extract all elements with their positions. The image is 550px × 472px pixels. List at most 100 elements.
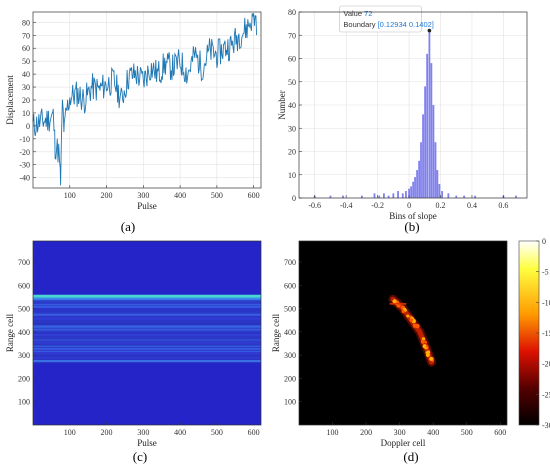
bar — [392, 193, 395, 198]
heatmap-texture — [33, 347, 261, 350]
x-axis-label: Pulse — [137, 438, 157, 448]
bar — [436, 170, 439, 198]
x-tick-label: 600 — [494, 428, 506, 437]
heatmap-texture — [33, 301, 261, 303]
streak-speckle — [410, 319, 413, 322]
bar — [342, 195, 344, 198]
x-tick-label: 300 — [137, 191, 149, 200]
y-tick-label: -30 — [19, 161, 30, 170]
panel-caption: (a) — [121, 219, 135, 234]
y-axis-label: Range cell — [5, 313, 15, 352]
plot-frame — [298, 240, 508, 426]
y-tick-label: 80 — [22, 18, 30, 27]
plot-frame — [32, 240, 262, 426]
x-axis-label: Bins of slope — [389, 211, 437, 221]
bar — [401, 193, 404, 198]
y-tick-label: 60 — [22, 44, 30, 53]
colorbar-tick-label: -20 — [542, 360, 550, 369]
bar — [474, 195, 477, 198]
heatmap-texture — [33, 305, 261, 308]
heatmap-texture — [33, 330, 261, 332]
streak-speckle — [404, 308, 408, 312]
bar — [432, 105, 435, 198]
bar — [378, 195, 381, 198]
heatmap-texture — [33, 313, 261, 316]
heatmap-edge-bottom — [33, 360, 261, 363]
y-tick-label: 80 — [288, 8, 296, 17]
heatmap-texture — [33, 321, 261, 324]
heatmap-texture — [33, 332, 261, 334]
x-tick-label: 200 — [101, 428, 113, 437]
heatmap-texture — [33, 347, 261, 349]
y-tick-label: 400 — [18, 328, 30, 337]
bar — [416, 170, 418, 198]
tooltip-boundary: [0.12934 0.1402] — [378, 20, 434, 29]
y-tick-label: 50 — [22, 57, 30, 66]
x-tick-label: 0 — [407, 201, 411, 210]
y-tick-label: 600 — [284, 281, 296, 290]
tooltip-boundary-row: Boundary [0.12934 0.1402] — [343, 20, 434, 29]
x-tick-label: 200 — [360, 428, 372, 437]
y-tick-label: 700 — [18, 258, 30, 267]
heatmap-texture — [33, 319, 261, 322]
heatmap-texture — [33, 315, 261, 318]
tooltip-value-row: Value 72 — [343, 9, 372, 18]
x-tick-label: 0.2 — [436, 201, 446, 210]
heatmap-texture — [33, 326, 261, 329]
x-tick-label: 0.6 — [498, 201, 508, 210]
bar — [428, 30, 431, 198]
x-tick-label: 300 — [137, 428, 149, 437]
heatmap-texture — [33, 311, 261, 314]
y-tick-label: 30 — [22, 83, 30, 92]
y-tick-label: 100 — [18, 398, 30, 407]
streak-speckle — [426, 350, 431, 354]
heatmap-texture — [33, 340, 261, 342]
tooltip: Value 72 Boundary [0.12934 0.1402] — [339, 5, 434, 33]
heatmap-texture — [33, 359, 261, 361]
y-tick-label: -10 — [19, 135, 30, 144]
colorbar-tick-label: -25 — [542, 390, 550, 399]
heatmap-texture — [33, 328, 261, 330]
heatmap-texture — [33, 335, 261, 338]
heatmap-texture — [33, 302, 261, 305]
streak-speckle — [425, 345, 429, 348]
x-tick-label: 400 — [427, 428, 439, 437]
y-tick-label: 300 — [18, 351, 30, 360]
x-tick-label: 200 — [101, 191, 113, 200]
heatmap-texture — [33, 339, 261, 341]
y-tick-label: 20 — [22, 96, 30, 105]
x-tick-label: 500 — [211, 428, 223, 437]
streak-speckle — [401, 309, 405, 314]
tooltip-box — [339, 5, 422, 33]
chart-b: Value 72 Boundary [0.12934 0.1402] -0.6 -0.… — [277, 5, 528, 234]
chart-c: 100 200 300 400 500 600 100 200 300 400 500 600 700 P… — [5, 240, 262, 464]
x-tick-label: -0.2 — [371, 201, 384, 210]
bar — [422, 114, 424, 198]
x-tick-label: 400 — [174, 191, 186, 200]
bar — [438, 184, 441, 198]
bar — [447, 193, 450, 198]
y-tick-label: 40 — [22, 70, 30, 79]
y-tick-label: 300 — [284, 351, 296, 360]
bar — [455, 195, 458, 198]
y-tick-label: 50 — [288, 78, 296, 87]
heatmap-texture — [33, 323, 261, 326]
bar — [405, 191, 407, 198]
chart-a: 100 200 300 400 500 600 -40 -30 -20 -10 0 10 20 30 40 5… — [5, 11, 262, 234]
y-tick-label: 700 — [284, 258, 296, 267]
y-axis-label: Range cell — [271, 313, 281, 352]
y-tick-label: 70 — [288, 31, 296, 40]
x-tick-label: 100 — [64, 191, 76, 200]
y-tick-label: 200 — [18, 374, 30, 383]
bar — [515, 195, 517, 198]
y-tick-label: 0 — [292, 194, 296, 203]
heatmap-texture — [33, 325, 261, 328]
y-tick-label: 100 — [284, 398, 296, 407]
heatmap-texture — [33, 354, 261, 356]
colorbar-tick-label: -30 — [542, 421, 550, 430]
x-tick-label: 600 — [248, 428, 260, 437]
heatmap-texture — [33, 355, 261, 358]
y-tick-label: 600 — [18, 281, 30, 290]
streak-speckle — [415, 323, 420, 329]
bar — [410, 186, 413, 198]
